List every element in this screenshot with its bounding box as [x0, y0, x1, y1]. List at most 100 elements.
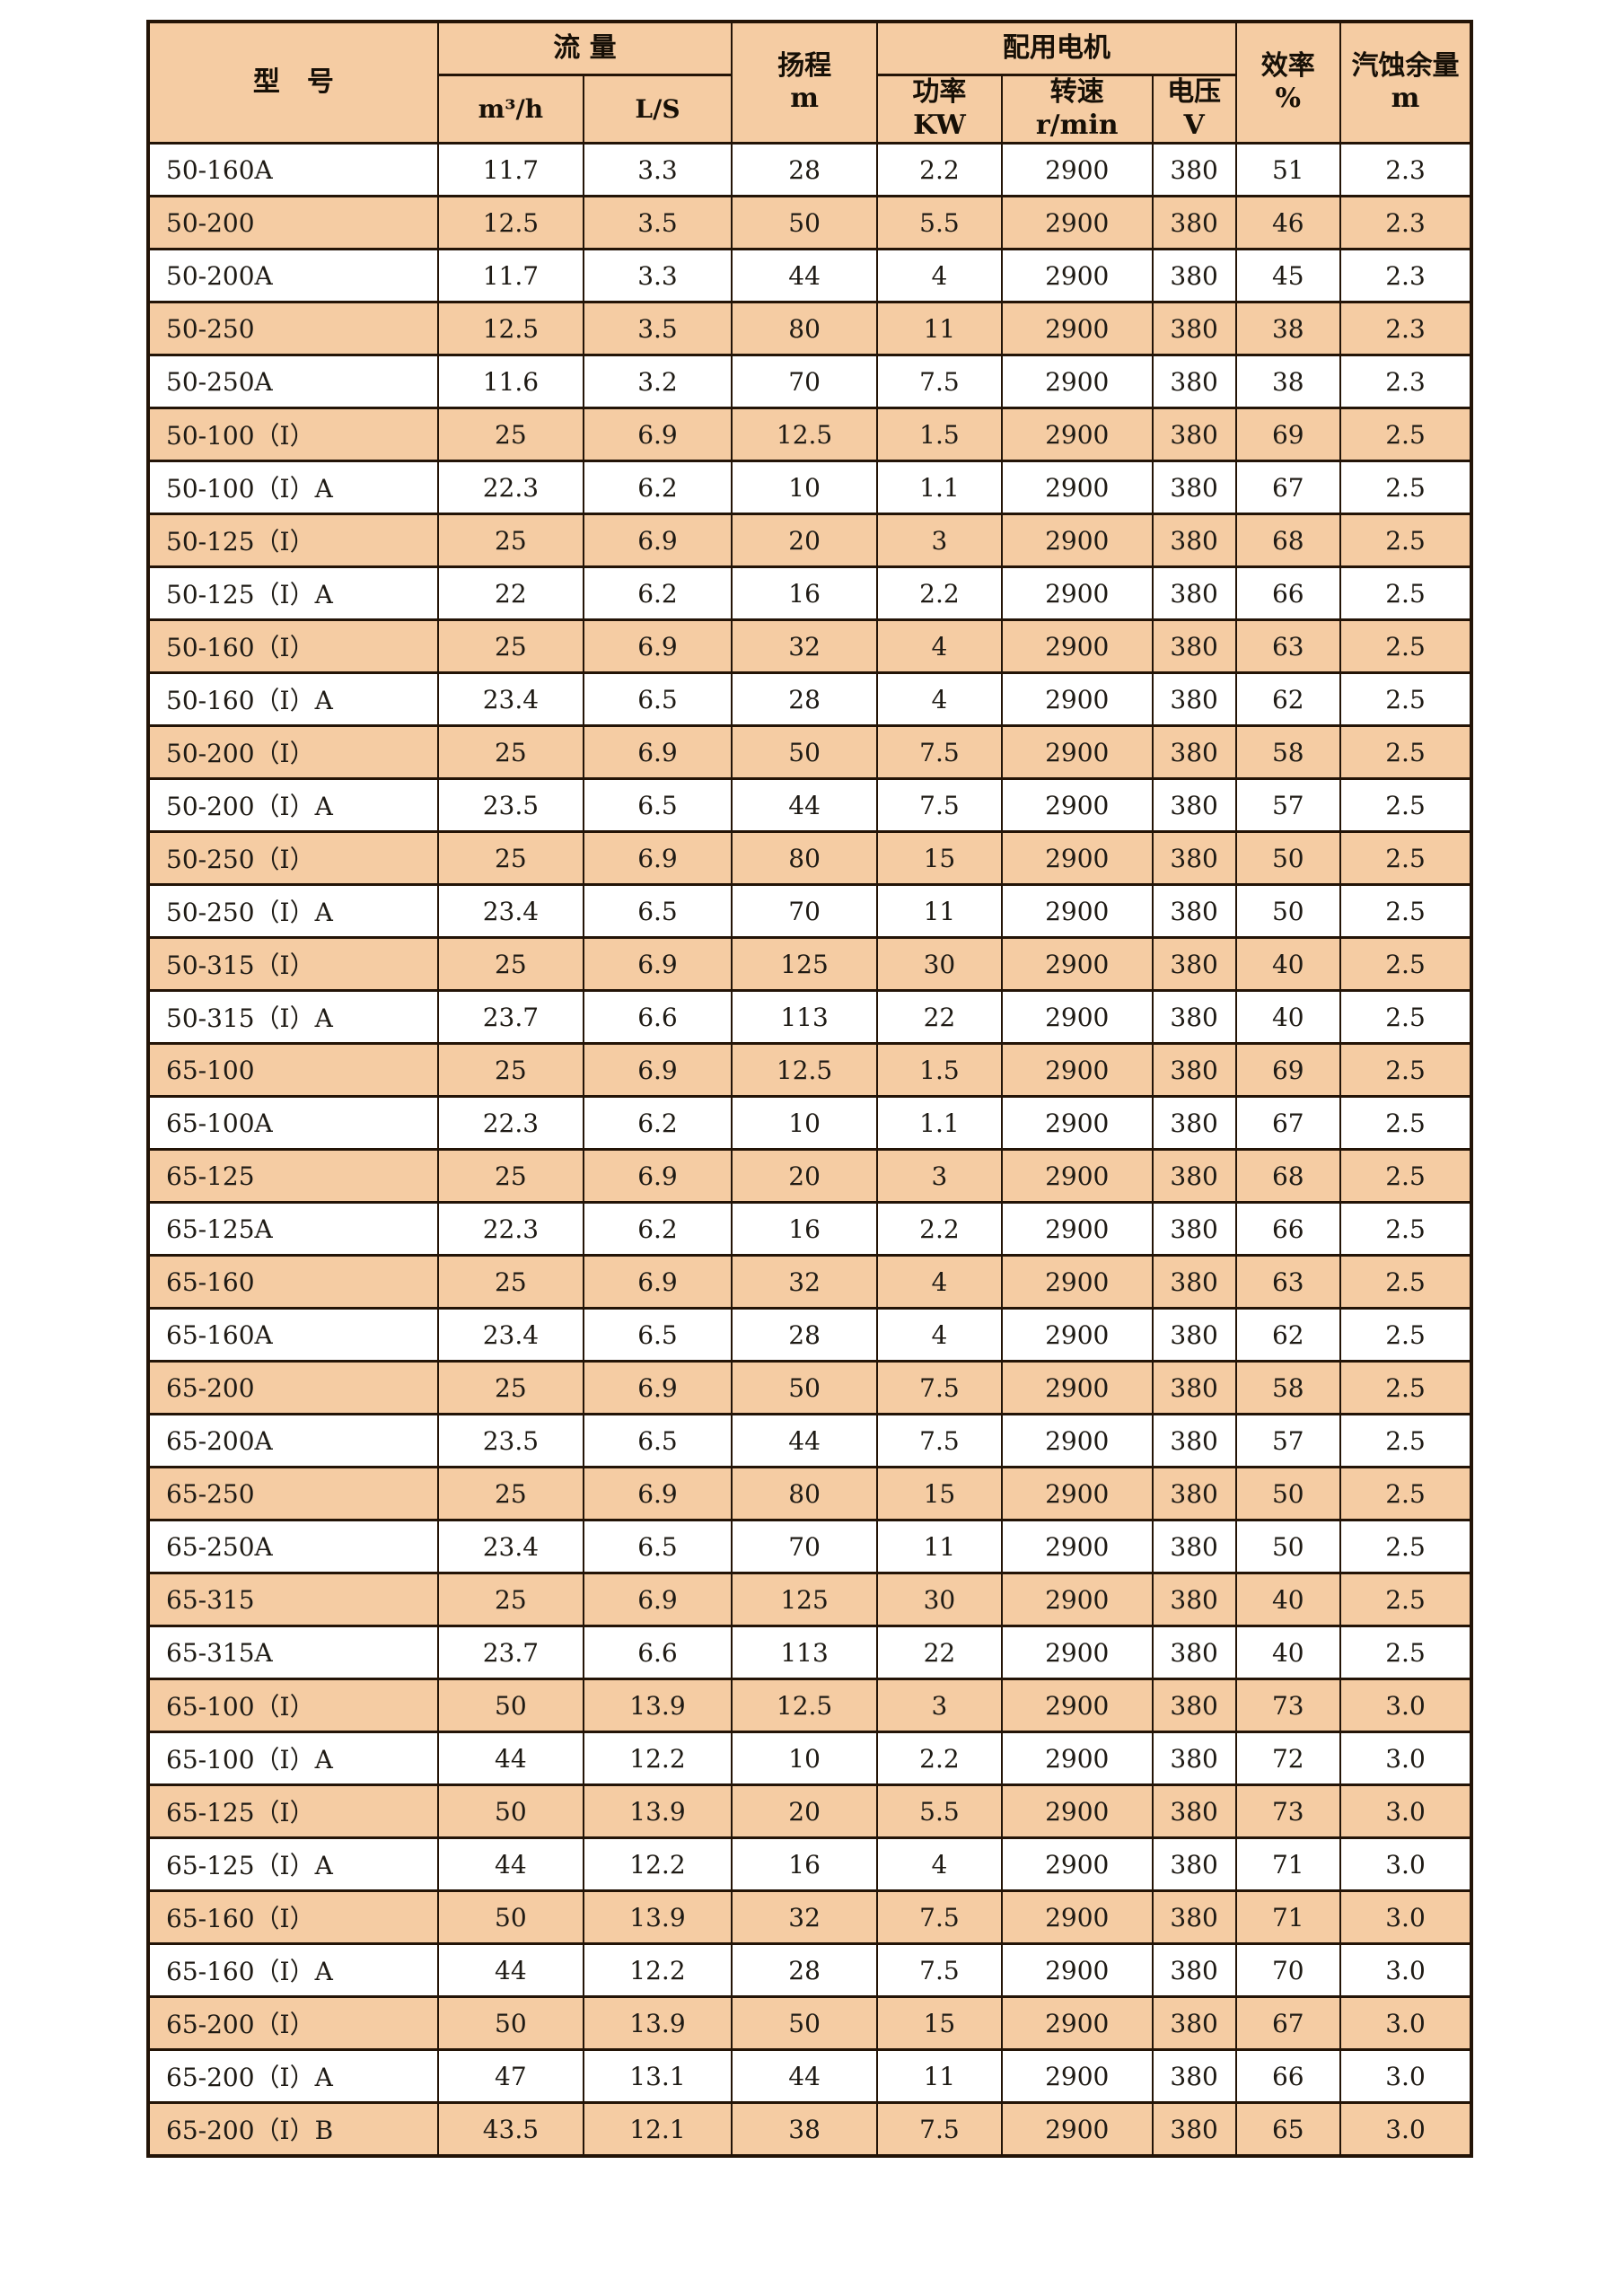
header-row-2: m³/h L/S 功率 KW 转速 r/min 电压 V: [148, 73, 1471, 145]
model-cell: 50-200: [147, 195, 439, 251]
efficiency-cell: 66: [1234, 1201, 1342, 1258]
speed-cell: 2900: [1000, 618, 1154, 675]
power-cell: 2.2: [876, 565, 1003, 622]
table-row: 65-125 25 6.9 20 3 2900 380 68 2.5: [147, 1148, 1472, 1205]
flow-m3h-cell: 23.7: [436, 1625, 584, 1681]
npsh-cell: 3.0: [1339, 1836, 1472, 1893]
table-row: 50-250（I）A 23.4 6.5 70 11 2900 380 50 2.5: [147, 883, 1472, 940]
speed-cell: 2900: [1000, 1995, 1154, 2052]
voltage-cell: 380: [1151, 1836, 1237, 1893]
speed-cell: 2900: [1000, 1042, 1154, 1099]
model-cell: 65-200: [147, 1360, 439, 1416]
head-cell: 16: [731, 1201, 879, 1258]
flow-m3h-cell: 50: [436, 1889, 584, 1946]
table-row: 65-100A 22.3 6.2 10 1.1 2900 380 67 2.5: [147, 1095, 1472, 1152]
head-cell: 44: [731, 2048, 879, 2105]
flow-m3h-cell: 25: [436, 1148, 584, 1205]
head-cell: 28: [731, 1942, 879, 1999]
head-cell: 80: [731, 301, 879, 357]
flow-ls-cell: 13.9: [582, 1783, 733, 1840]
efficiency-cell: 40: [1234, 1572, 1342, 1628]
table-row: 50-100（I）A 22.3 6.2 10 1.1 2900 380 67 2.5: [147, 460, 1472, 516]
flow-m3h-cell: 23.7: [436, 989, 584, 1046]
efficiency-cell: 50: [1234, 1519, 1342, 1575]
npsh-cell: 2.5: [1339, 883, 1472, 940]
model-cell: 50-100（I）A: [147, 460, 439, 516]
model-cell: 65-100（I）A: [147, 1731, 439, 1787]
model-cell: 65-200A: [147, 1413, 439, 1469]
flow-m3h-cell: 47: [436, 2048, 584, 2105]
header-efficiency: 效率 %: [1234, 20, 1342, 145]
head-cell: 32: [731, 1889, 879, 1946]
head-cell: 12.5: [731, 1042, 879, 1099]
npsh-cell: 2.5: [1339, 513, 1472, 569]
flow-m3h-cell: 50: [436, 1783, 584, 1840]
model-cell: 65-125: [147, 1148, 439, 1205]
power-cell: 3: [876, 513, 1003, 569]
head-cell: 113: [731, 989, 879, 1046]
power-cell: 15: [876, 830, 1003, 887]
power-cell: 15: [876, 1995, 1003, 2052]
npsh-cell: 2.5: [1339, 460, 1472, 516]
efficiency-cell: 50: [1234, 883, 1342, 940]
flow-m3h-cell: 22: [436, 565, 584, 622]
table-header: 型 号 流 量 扬程 m 配用电机 效率 % 汽蚀余量 m m³/h L/S 功…: [147, 20, 1472, 145]
table-row: 65-250 25 6.9 80 15 2900 380 50 2.5: [147, 1466, 1472, 1522]
npsh-cell: 3.0: [1339, 2048, 1472, 2105]
speed-cell: 2900: [1000, 565, 1154, 622]
flow-m3h-cell: 12.5: [436, 195, 584, 251]
npsh-cell: 2.5: [1339, 1148, 1472, 1205]
head-cell: 44: [731, 1413, 879, 1469]
npsh-cell: 2.5: [1339, 565, 1472, 622]
model-cell: 50-125（I）A: [147, 565, 439, 622]
table-row: 50-160A 11.7 3.3 28 2.2 2900 380 51 2.3: [147, 142, 1472, 198]
head-cell: 28: [731, 671, 879, 728]
flow-m3h-cell: 25: [436, 830, 584, 887]
model-cell: 50-250（I）A: [147, 883, 439, 940]
header-motor: 配用电机: [876, 20, 1237, 76]
power-cell: 1.1: [876, 1095, 1003, 1152]
voltage-cell: 380: [1151, 1519, 1237, 1575]
header-speed: 转速 r/min: [1000, 73, 1154, 145]
model-cell: 65-125（I）A: [147, 1836, 439, 1893]
table-row: 65-200（I）B 43.5 12.1 38 7.5 2900 380 65 3.0: [147, 2101, 1472, 2158]
voltage-cell: 380: [1151, 248, 1237, 304]
power-cell: 7.5: [876, 354, 1003, 410]
table-row: 50-250 12.5 3.5 80 11 2900 380 38 2.3: [147, 301, 1472, 357]
power-cell: 5.5: [876, 1783, 1003, 1840]
head-cell: 32: [731, 1254, 879, 1310]
model-cell: 50-250A: [147, 354, 439, 410]
power-cell: 4: [876, 1307, 1003, 1363]
model-cell: 50-315（I）: [147, 936, 439, 993]
table-row: 50-200A 11.7 3.3 44 4 2900 380 45 2.3: [147, 248, 1472, 304]
voltage-cell: 380: [1151, 460, 1237, 516]
voltage-cell: 380: [1151, 1201, 1237, 1258]
npsh-cell: 3.0: [1339, 1942, 1472, 1999]
voltage-cell: 380: [1151, 1572, 1237, 1628]
head-cell: 16: [731, 565, 879, 622]
table-row: 65-160（I）A 44 12.2 28 7.5 2900 380 70 3.0: [147, 1942, 1472, 1999]
efficiency-cell: 68: [1234, 513, 1342, 569]
flow-m3h-cell: 22.3: [436, 1095, 584, 1152]
npsh-cell: 2.5: [1339, 1254, 1472, 1310]
head-cell: 80: [731, 830, 879, 887]
flow-m3h-cell: 23.4: [436, 883, 584, 940]
voltage-cell: 380: [1151, 1678, 1237, 1734]
voltage-cell: 380: [1151, 1889, 1237, 1946]
flow-m3h-cell: 22.3: [436, 460, 584, 516]
model-cell: 65-315: [147, 1572, 439, 1628]
speed-cell: 2900: [1000, 1572, 1154, 1628]
table-row: 50-160（I）A 23.4 6.5 28 4 2900 380 62 2.5: [147, 671, 1472, 728]
head-cell: 44: [731, 248, 879, 304]
flow-m3h-cell: 25: [436, 1360, 584, 1416]
voltage-cell: 380: [1151, 1042, 1237, 1099]
head-cell: 16: [731, 1836, 879, 1893]
model-cell: 50-200A: [147, 248, 439, 304]
speed-cell: 2900: [1000, 460, 1154, 516]
model-cell: 50-160（I）A: [147, 671, 439, 728]
speed-cell: 2900: [1000, 936, 1154, 993]
table-row: 65-200（I） 50 13.9 50 15 2900 380 67 3.0: [147, 1995, 1472, 2052]
flow-ls-cell: 6.9: [582, 724, 733, 781]
npsh-cell: 2.5: [1339, 989, 1472, 1046]
flow-m3h-cell: 44: [436, 1731, 584, 1787]
